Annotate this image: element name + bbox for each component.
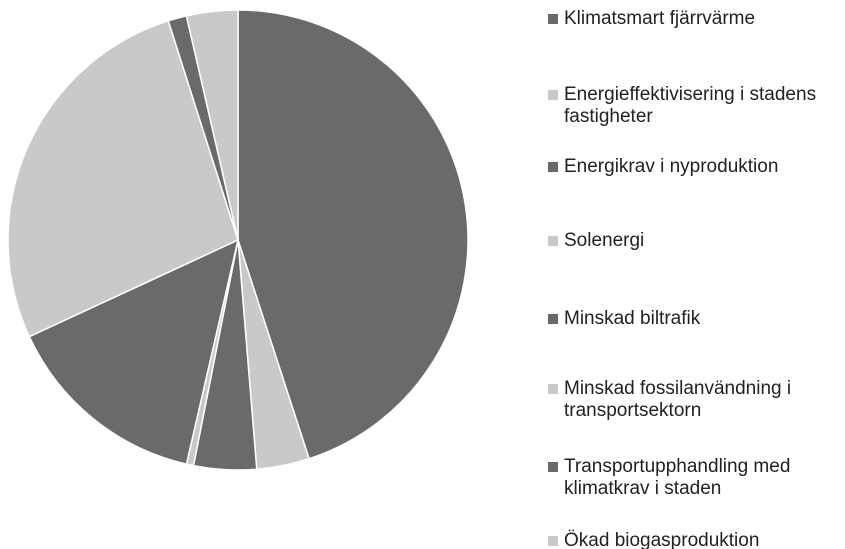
legend-label: Ökad biogasproduktion — [564, 530, 760, 549]
legend-label: Klimatsmart fjärrvärme — [564, 8, 756, 29]
legend-item: Minskad biltrafik — [548, 308, 845, 330]
legend-label: Minskad fossilanvändning i transportsekt… — [564, 378, 792, 421]
legend-item: Transportupphandling med klimatkrav i st… — [548, 456, 845, 500]
legend-label: Transportupphandling med klimatkrav i st… — [564, 456, 791, 499]
legend-label: Solenergi — [564, 230, 645, 251]
legend-label: Energikrav i nyproduktion — [564, 156, 779, 177]
legend-label: Energieffektivisering i stadens fastighe… — [564, 84, 817, 127]
pie-slice — [237, 9, 469, 460]
pie-area — [7, 9, 469, 471]
legend-item: Minskad fossilanvändning i transportsekt… — [548, 378, 845, 422]
pie-slice — [7, 19, 239, 338]
legend-swatch — [548, 384, 558, 394]
legend-item: Solenergi — [548, 230, 845, 252]
pie-slice — [28, 238, 240, 466]
legend-item: Energieffektivisering i stadens fastighe… — [548, 84, 845, 128]
legend-swatch — [548, 536, 558, 546]
legend-swatch — [548, 162, 558, 172]
legend-item: Energikrav i nyproduktion — [548, 156, 845, 178]
legend-swatch — [548, 236, 558, 246]
legend-swatch — [548, 90, 558, 100]
pie-slice — [185, 9, 239, 241]
legend-item: Ökad biogasproduktion — [548, 530, 845, 549]
legend-item: Klimatsmart fjärrvärme — [548, 8, 845, 30]
legend-swatch — [548, 314, 558, 324]
legend-label: Minskad biltrafik — [564, 308, 701, 329]
legend-swatch — [548, 14, 558, 24]
legend-swatch — [548, 462, 558, 472]
